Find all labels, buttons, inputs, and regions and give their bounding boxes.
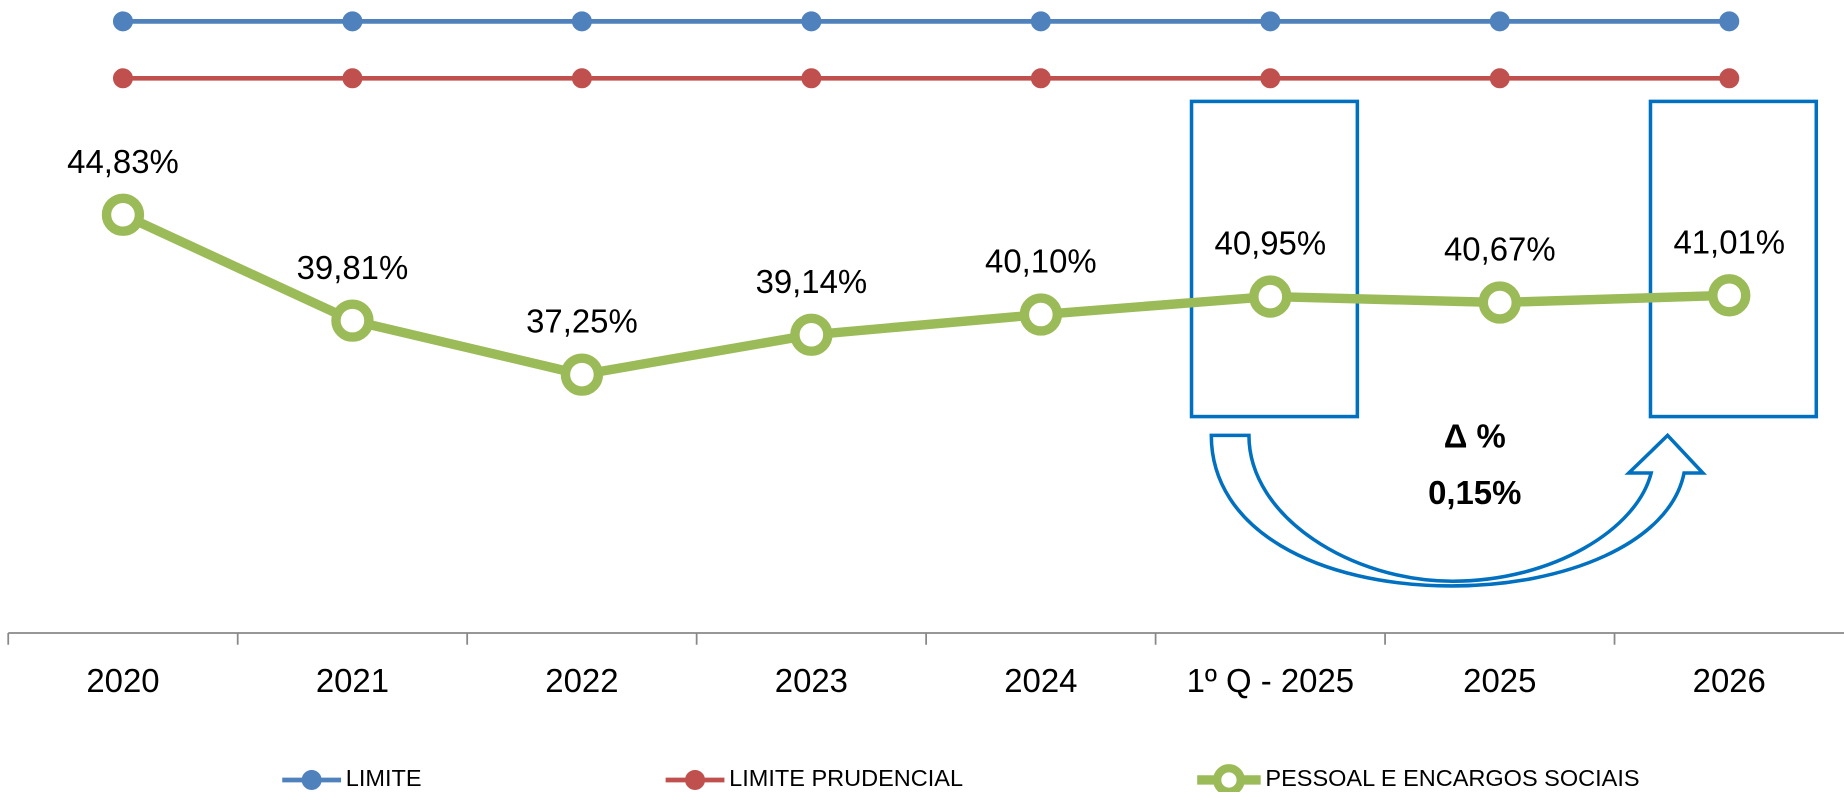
point-marker xyxy=(801,68,822,89)
x-tick-label: 2024 xyxy=(1004,662,1077,699)
data-label: 40,95% xyxy=(1215,225,1327,262)
x-tick-label: 2023 xyxy=(775,662,848,699)
legend-label: LIMITE PRUDENCIAL xyxy=(729,765,963,791)
point-marker xyxy=(560,353,604,396)
point-marker xyxy=(331,299,374,342)
delta-label: Δ % xyxy=(1444,418,1506,455)
x-tick-label: 2026 xyxy=(1693,662,1766,699)
point-marker xyxy=(1719,11,1740,32)
point-marker xyxy=(1030,68,1051,89)
legend-marker xyxy=(301,769,322,790)
point-marker xyxy=(1030,11,1051,32)
point-marker xyxy=(112,11,133,32)
x-tick-label: 2022 xyxy=(545,662,618,699)
point-marker xyxy=(790,313,833,356)
x-tick-label: 2021 xyxy=(316,662,389,699)
data-label: 41,01% xyxy=(1673,223,1785,260)
delta-arrow xyxy=(1209,432,1707,588)
point-marker xyxy=(1260,68,1281,89)
delta-value: 0,15% xyxy=(1428,474,1521,511)
legend-label: PESSOAL E ENCARGOS SOCIAIS xyxy=(1265,765,1639,791)
highlight-box xyxy=(1648,99,1819,419)
data-label: 40,10% xyxy=(985,243,1097,280)
point-marker xyxy=(571,11,592,32)
point-marker xyxy=(112,68,133,89)
point-marker xyxy=(1719,68,1740,89)
point-marker xyxy=(1019,293,1063,336)
data-label: 39,81% xyxy=(297,249,409,286)
point-marker xyxy=(1708,274,1751,317)
point-marker xyxy=(1478,281,1521,324)
legend-marker xyxy=(685,769,706,790)
point-marker xyxy=(1489,68,1510,89)
point-marker xyxy=(1260,11,1281,32)
point-marker xyxy=(342,11,363,32)
legend-label: LIMITE xyxy=(346,765,422,791)
point-marker xyxy=(342,68,363,89)
series-line xyxy=(120,210,1730,380)
data-label: 39,14% xyxy=(756,263,868,300)
point-marker xyxy=(1489,11,1510,32)
data-label: 40,67% xyxy=(1444,231,1556,268)
x-tick-label: 2025 xyxy=(1463,662,1536,699)
highlight-box xyxy=(1189,99,1360,419)
point-marker xyxy=(801,11,822,32)
data-label: 44,83% xyxy=(67,143,179,180)
point-marker xyxy=(571,68,592,89)
legend-marker xyxy=(1213,764,1245,792)
data-label: 37,25% xyxy=(526,303,638,340)
x-tick-label: 1º Q - 2025 xyxy=(1187,662,1355,699)
point-marker xyxy=(1249,275,1292,318)
x-tick-label: 2020 xyxy=(86,662,159,699)
point-marker xyxy=(101,193,145,236)
